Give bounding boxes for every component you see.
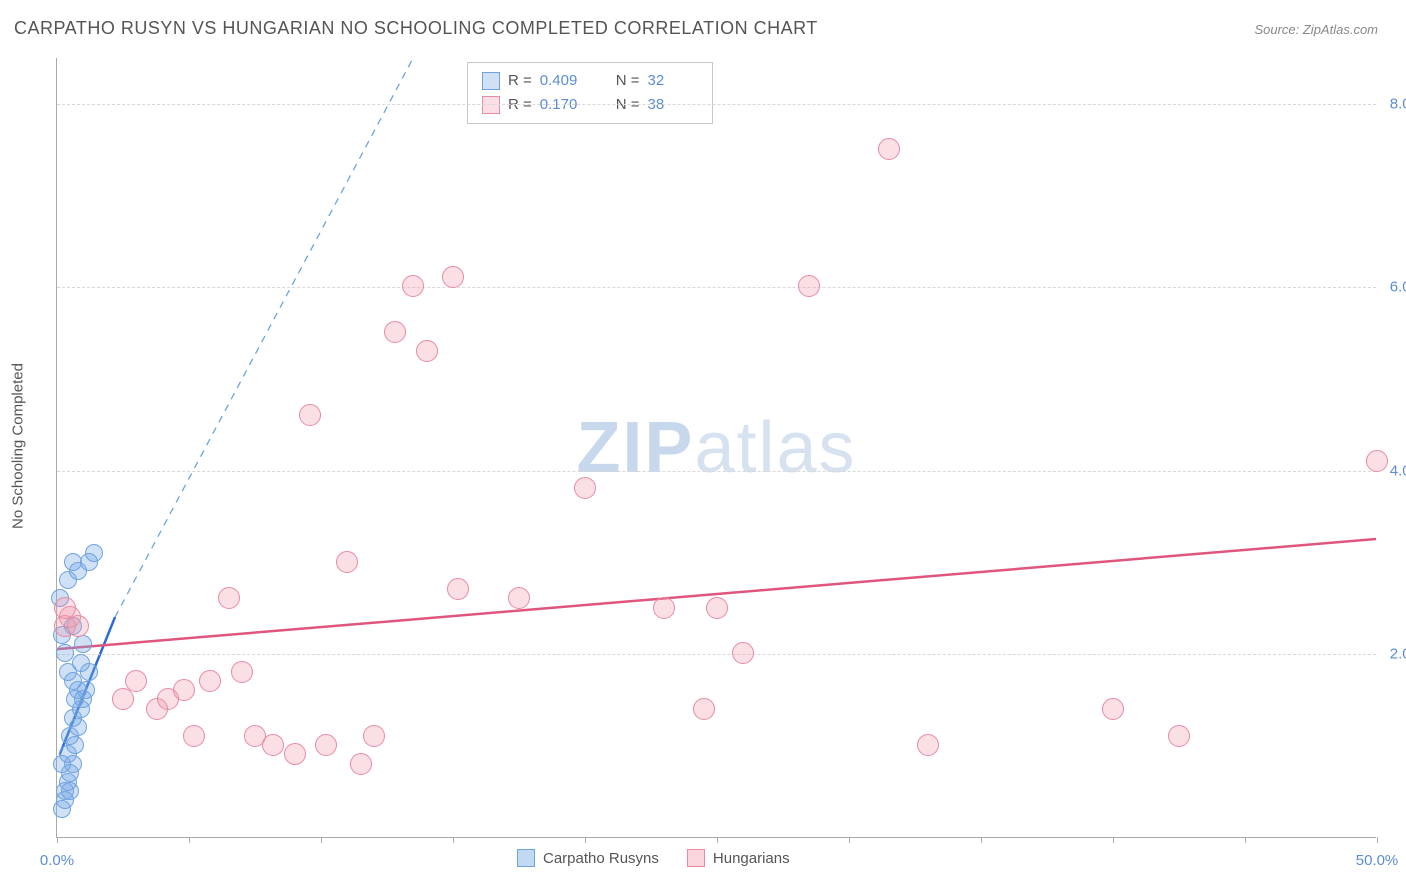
- legend-label: Carpatho Rusyns: [543, 850, 659, 867]
- data-point: [384, 321, 406, 343]
- r-value: 0.170: [540, 93, 590, 117]
- data-point: [85, 544, 103, 562]
- data-point: [183, 725, 205, 747]
- r-value: 0.409: [540, 69, 590, 93]
- data-point: [74, 635, 92, 653]
- data-point: [442, 266, 464, 288]
- data-point: [798, 275, 820, 297]
- data-point: [447, 578, 469, 600]
- series-swatch: [482, 72, 500, 90]
- data-point: [315, 734, 337, 756]
- x-tick: [717, 837, 718, 843]
- x-tick: [1377, 837, 1378, 843]
- r-label: R =: [508, 69, 532, 93]
- y-tick-label: 8.0%: [1390, 95, 1406, 112]
- data-point: [574, 477, 596, 499]
- x-tick: [1113, 837, 1114, 843]
- data-point: [508, 587, 530, 609]
- series-legend: Carpatho Rusyns Hungarians: [517, 849, 790, 867]
- data-point: [878, 138, 900, 160]
- trend-lines-layer: [57, 58, 1376, 837]
- chart-plot-area: ZIPatlas R =0.409N =32R =0.170N =38 Carp…: [56, 58, 1376, 838]
- data-point: [199, 670, 221, 692]
- n-value: 38: [648, 93, 698, 117]
- y-tick-label: 6.0%: [1390, 279, 1406, 296]
- data-point: [706, 597, 728, 619]
- data-point: [402, 275, 424, 297]
- data-point: [173, 679, 195, 701]
- data-point: [125, 670, 147, 692]
- watermark-zip: ZIP: [576, 408, 694, 488]
- data-point: [917, 734, 939, 756]
- legend-label: Hungarians: [713, 850, 790, 867]
- n-label: N =: [616, 93, 640, 117]
- trend-line: [57, 535, 1376, 650]
- watermark-atlas: atlas: [694, 408, 856, 488]
- data-point: [72, 654, 90, 672]
- legend-item: Hungarians: [687, 849, 790, 867]
- gridline: [57, 104, 1376, 105]
- data-point: [693, 698, 715, 720]
- data-point: [1366, 450, 1388, 472]
- series-swatch: [482, 96, 500, 114]
- data-point: [1168, 725, 1190, 747]
- x-tick: [189, 837, 190, 843]
- x-tick-label: 0.0%: [40, 852, 74, 869]
- x-tick: [585, 837, 586, 843]
- data-point: [56, 644, 74, 662]
- correlation-stats-box: R = 0.409 N = 32 R = 0.170 N = 38: [467, 62, 713, 124]
- source-attribution: Source: ZipAtlas.com: [1254, 22, 1378, 37]
- stat-row: R = 0.170 N = 38: [482, 93, 698, 117]
- data-point: [299, 404, 321, 426]
- data-point: [61, 782, 79, 800]
- legend-swatch: [687, 849, 705, 867]
- watermark: ZIPatlas: [576, 407, 856, 489]
- data-point: [653, 597, 675, 619]
- data-point: [284, 743, 306, 765]
- trend-line: [115, 58, 413, 617]
- data-point: [218, 587, 240, 609]
- data-point: [732, 642, 754, 664]
- n-value: 32: [648, 69, 698, 93]
- data-point: [363, 725, 385, 747]
- r-label: R =: [508, 93, 532, 117]
- x-tick: [849, 837, 850, 843]
- x-tick-label: 50.0%: [1356, 852, 1399, 869]
- gridline: [57, 287, 1376, 288]
- data-point: [53, 755, 71, 773]
- stat-row: R = 0.409 N = 32: [482, 69, 698, 93]
- data-point: [112, 688, 134, 710]
- legend-swatch: [517, 849, 535, 867]
- data-point: [231, 661, 253, 683]
- data-point: [336, 551, 358, 573]
- x-tick: [321, 837, 322, 843]
- gridline: [57, 471, 1376, 472]
- y-tick-label: 2.0%: [1390, 646, 1406, 663]
- gridline: [57, 654, 1376, 655]
- legend-item: Carpatho Rusyns: [517, 849, 659, 867]
- x-tick: [981, 837, 982, 843]
- x-tick: [453, 837, 454, 843]
- chart-title: CARPATHO RUSYN VS HUNGARIAN NO SCHOOLING…: [14, 18, 818, 39]
- data-point: [67, 615, 89, 637]
- data-point: [262, 734, 284, 756]
- data-point: [64, 553, 82, 571]
- data-point: [416, 340, 438, 362]
- data-point: [1102, 698, 1124, 720]
- x-tick: [1245, 837, 1246, 843]
- x-tick: [57, 837, 58, 843]
- y-axis-label: No Schooling Completed: [10, 363, 27, 529]
- y-tick-label: 4.0%: [1390, 462, 1406, 479]
- n-label: N =: [616, 69, 640, 93]
- data-point: [350, 753, 372, 775]
